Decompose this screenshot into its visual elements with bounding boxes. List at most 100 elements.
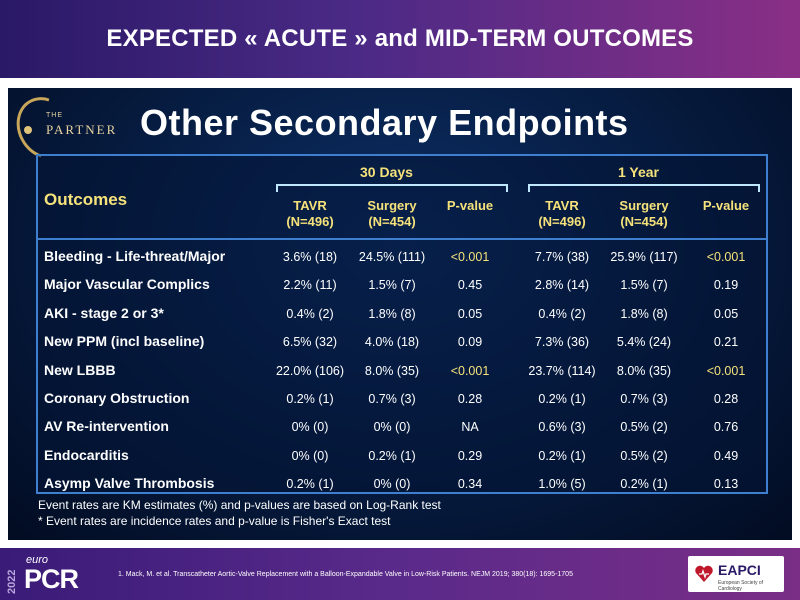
row-label: Coronary Obstruction <box>44 390 190 406</box>
group-label-1-year: 1 Year <box>618 164 660 180</box>
row-label: Bleeding - Life-threat/Major <box>44 248 226 264</box>
col-head-5: P-value <box>702 198 750 213</box>
col-head-2: P-value <box>446 198 494 213</box>
p-value-cell: 0.34 <box>457 477 483 492</box>
table-row: Asymp Valve Thrombosis 0.2% (1) 0% (0) 0.34… <box>38 471 766 499</box>
p-value-cell: <0.001 <box>706 363 746 378</box>
value-cell: 0.2% (1) <box>368 448 416 463</box>
footer-reference: 1. Mack, M. et al. Transcatheter Aortic-… <box>118 571 573 578</box>
table-row: New PPM (incl baseline) 6.5% (32) 4.0% (18… <box>38 329 766 357</box>
partner-logo: THE PARTNER <box>5 86 152 170</box>
eapci-subtext: European Society of Cardiology <box>718 580 764 592</box>
p-value-cell: 0.29 <box>457 448 483 463</box>
p-value-cell: 0.05 <box>713 306 739 321</box>
p-value-cell: 0.13 <box>713 477 739 492</box>
value-cell: 22.0% (106) <box>275 363 345 378</box>
value-cell: 1.8% (8) <box>368 306 416 321</box>
table-row: New LBBB 22.0% (106) 8.0% (35) <0.001 23.7% … <box>38 358 766 386</box>
value-cell: 0.7% (3) <box>620 392 668 406</box>
table-row: AKI - stage 2 or 3* 0.4% (2) 1.8% (8) 0.05 0… <box>38 301 766 329</box>
row-label: Major Vascular Complics <box>44 276 210 293</box>
eapci-logo: EAPCI European Society of Cardiology <box>688 556 784 592</box>
value-cell: 0.7% (3) <box>368 392 416 406</box>
value-cell: 1.8% (8) <box>620 306 668 321</box>
group-label-30-days: 30 Days <box>360 164 413 180</box>
table-row: Major Vascular Complics 2.2% (11) 1.5% (7)… <box>38 272 766 300</box>
value-cell: 7.3% (36) <box>534 335 590 350</box>
table-row: AV Re-intervention 0% (0) 0% (0) NA 0.6% (3)… <box>38 414 766 442</box>
table-row: Endocarditis 0% (0) 0.2% (1) 0.29 0.2% (1) 0.… <box>38 443 766 471</box>
row-label: AV Re-intervention <box>44 418 169 435</box>
p-value-cell: 0.05 <box>457 306 483 321</box>
heart-icon <box>695 565 713 582</box>
header-bar: EXPECTED « ACUTE » and MID-TERM OUTCOMES <box>0 0 800 78</box>
header-title: EXPECTED « ACUTE » and MID-TERM OUTCOMES <box>106 25 694 52</box>
p-value-cell: 0.76 <box>713 420 739 435</box>
p-value-cell: 0.21 <box>713 335 739 350</box>
p-value-cell: <0.001 <box>450 363 490 378</box>
endpoints-table: 30 Days 1 Year Outcomes TAVR (N=496) Surg… <box>36 154 768 494</box>
value-cell: 0.5% (2) <box>620 420 668 435</box>
footer-pcr-logo: PCR <box>24 564 79 594</box>
p-value-cell: NA <box>461 420 479 435</box>
row-label: AKI - stage 2 or 3* <box>44 304 164 321</box>
row-label: Endocarditis <box>44 446 129 463</box>
logo-dot-icon <box>24 126 32 134</box>
outcomes-header: Outcomes <box>44 190 128 209</box>
row-label: New LBBB <box>44 361 116 378</box>
p-value-cell: <0.001 <box>450 250 490 264</box>
col-head-3: TAVR (N=496) <box>538 198 586 229</box>
value-cell: 24.5% (111) <box>358 250 426 264</box>
value-cell: 0.6% (3) <box>538 420 586 435</box>
value-cell: 0.2% (1) <box>538 448 586 463</box>
p-value-cell: 0.28 <box>713 392 739 406</box>
p-value-cell: 0.49 <box>713 448 739 463</box>
p-value-cell: <0.001 <box>706 250 746 264</box>
value-cell: 2.2% (11) <box>283 278 337 293</box>
value-cell: 0.2% (1) <box>286 392 334 406</box>
col-head-1: Surgery (N=454) <box>367 198 417 229</box>
value-cell: 1.5% (7) <box>368 278 416 293</box>
value-cell: 23.7% (114) <box>528 363 596 378</box>
value-cell: 3.6% (18) <box>282 250 338 264</box>
value-cell: 7.7% (38) <box>534 250 590 264</box>
slide-title: Other Secondary Endpoints <box>140 102 629 143</box>
value-cell: 0% (0) <box>373 420 411 435</box>
footer-year: 2022 <box>6 569 18 594</box>
value-cell: 2.8% (14) <box>534 278 590 293</box>
value-cell: 0.4% (2) <box>538 306 586 321</box>
value-cell: 4.0% (18) <box>364 335 420 350</box>
footnote-fisher: * Event rates are incidence rates and p-… <box>38 514 391 528</box>
bracket-1-year <box>528 184 760 192</box>
p-value-cell: 0.28 <box>457 392 483 406</box>
value-cell: 0.5% (2) <box>620 448 668 463</box>
value-cell: 5.4% (24) <box>616 335 672 350</box>
value-cell: 0% (0) <box>291 448 329 463</box>
footer-euro: euro <box>26 554 49 566</box>
table-row: Bleeding - Life-threat/Major 3.6% (18) 24.… <box>38 244 766 272</box>
row-label: Asymp Valve Thrombosis <box>44 475 215 492</box>
value-cell: 0.2% (1) <box>538 392 586 406</box>
value-cell: 0% (0) <box>373 477 411 492</box>
slide-image: THE PARTNER Other Secondary Endpoints 30… <box>5 86 792 540</box>
value-cell: 0% (0) <box>291 420 329 435</box>
value-cell: 1.0% (5) <box>538 477 586 492</box>
p-value-cell: 0.09 <box>457 335 483 350</box>
value-cell: 8.0% (35) <box>616 363 672 378</box>
p-value-cell: 0.19 <box>713 278 739 293</box>
col-head-4: Surgery (N=454) <box>619 198 669 229</box>
col-head-0: TAVR (N=496) <box>286 198 334 229</box>
p-value-cell: 0.45 <box>457 278 483 293</box>
logo-partner-text: PARTNER <box>46 122 118 137</box>
footnote-km: Event rates are KM estimates (%) and p-v… <box>38 498 441 512</box>
eapci-text: EAPCI <box>718 562 761 578</box>
value-cell: 8.0% (35) <box>364 363 420 378</box>
value-cell: 6.5% (32) <box>282 335 338 350</box>
footer-bar: 2022 euro PCR 1. Mack, M. et al. Transca… <box>0 548 800 600</box>
header-rule <box>38 238 766 240</box>
bracket-30-days <box>276 184 508 192</box>
table-row: Coronary Obstruction 0.2% (1) 0.7% (3) 0.28… <box>38 386 766 414</box>
logo-the-text: THE <box>46 112 63 119</box>
value-cell: 0.2% (1) <box>620 477 668 492</box>
row-label: New PPM (incl baseline) <box>44 333 205 350</box>
